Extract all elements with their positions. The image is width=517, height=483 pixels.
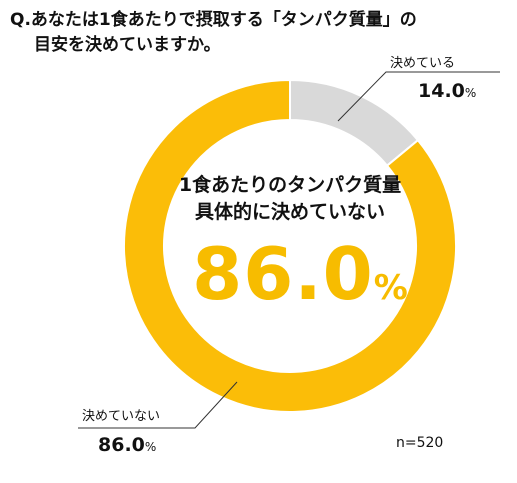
leader-line-決めている (337, 71, 500, 122)
center-label: 1食あたりのタンパク質量 具体的に決めていない (140, 172, 440, 226)
question-title-line2: 目安を決めていますか。 (34, 35, 221, 55)
callout-value-決めている-number: 14.0 (418, 80, 465, 102)
center-label-line1: 1食あたりのタンパク質量 (178, 174, 402, 196)
callout-name-決めていない: 決めていない (82, 409, 161, 424)
callout-value-決めている: 14.0% (418, 80, 476, 102)
callout-value-決めていない: 86.0% (98, 434, 156, 456)
donut-slice-決めている (289, 78, 420, 168)
sample-size: n=520 (396, 435, 444, 451)
question-title-line1: Q.あなたは1食あたりで摂取する「タンパク質量」の (10, 10, 417, 30)
center-value-number: 86.0 (192, 232, 374, 316)
donut-slices (123, 78, 457, 413)
question-title: Q.あなたは1食あたりで摂取する「タンパク質量」の 目安を決めていますか。 (10, 8, 510, 58)
center-value: 86.0% (190, 232, 410, 316)
center-label-line2: 具体的に決めていない (194, 201, 385, 223)
callout-value-決めていない-number: 86.0 (98, 434, 145, 456)
leader-lines (78, 71, 500, 429)
leader-line-決めていない (78, 381, 238, 429)
center-value-unit: % (373, 268, 408, 308)
callout-value-決めている-unit: % (464, 86, 477, 100)
callout-value-決めていない-unit: % (144, 440, 157, 454)
callout-name-決めている: 決めている (390, 56, 456, 71)
donut-slice-決めていない (123, 78, 457, 413)
